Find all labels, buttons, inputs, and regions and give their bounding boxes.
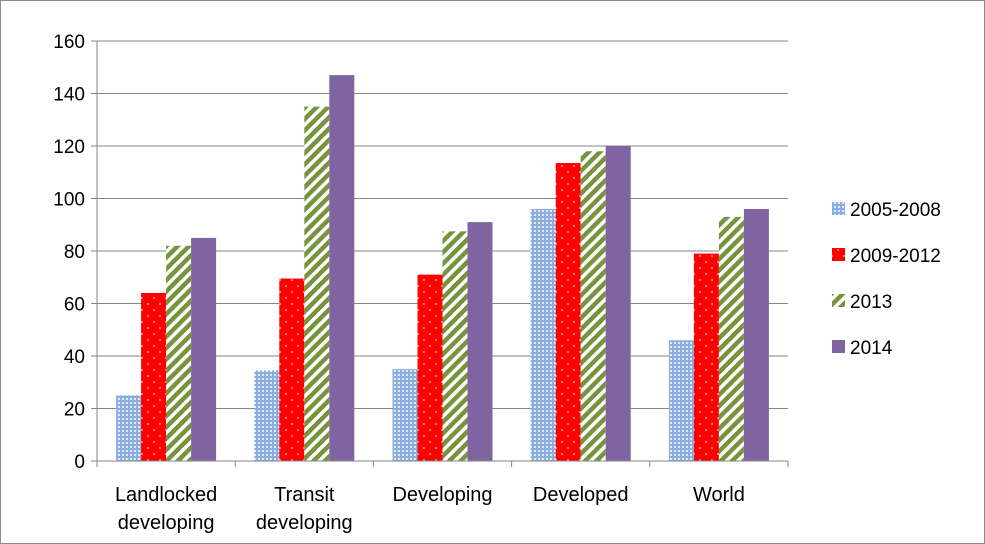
- x-category-label: Landlocked: [115, 484, 217, 506]
- bar-2013-4: [718, 216, 744, 461]
- legend-label: 2005-2008: [850, 200, 941, 221]
- y-tick-label: 120: [53, 137, 85, 158]
- legend-label: 2013: [850, 292, 892, 313]
- bar-2014-2: [467, 222, 493, 461]
- y-tick-label: 160: [53, 32, 85, 53]
- tick-labels: 0 20 40 60 80 100 120 140 160 Landlocked developin…: [53, 32, 745, 534]
- bar-2013-1: [304, 106, 330, 461]
- bar-2009-2012-2: [417, 274, 443, 461]
- legend-swatch-2014: [832, 340, 845, 353]
- bar-2009-2012-0: [141, 293, 167, 461]
- bar-2005-2008-0: [116, 395, 142, 461]
- legend-swatch-2009-2012: [832, 248, 845, 261]
- bar-2005-2008-3: [530, 209, 556, 461]
- bar-2013-2: [442, 231, 468, 461]
- bar-2005-2008-2: [392, 369, 418, 461]
- legend-swatch-2005-2008: [832, 202, 845, 215]
- bar-2014-1: [329, 75, 355, 461]
- x-category-label: Developed: [533, 484, 629, 506]
- y-tick-label: 0: [74, 452, 85, 473]
- axes: [91, 40, 789, 467]
- x-category-label: World: [693, 484, 745, 506]
- legend-swatch-2013: [832, 294, 845, 307]
- bar-2005-2008-1: [254, 370, 280, 461]
- bar-2009-2012-3: [555, 163, 581, 461]
- x-category-label: Transit: [274, 484, 335, 506]
- bar-2014-4: [743, 209, 769, 461]
- bar-2009-2012-4: [693, 253, 719, 461]
- x-category-label: Developing: [392, 484, 492, 506]
- legend-label: 2014: [850, 338, 893, 359]
- bar-2014-0: [191, 237, 217, 461]
- bars: [116, 75, 769, 461]
- y-tick-label: 80: [64, 242, 85, 263]
- bar-2009-2012-1: [279, 278, 305, 461]
- y-tick-label: 60: [64, 295, 85, 316]
- x-category-label: developing: [118, 512, 215, 534]
- legend: 2005-2008 2009-2012 2013 2014: [832, 200, 941, 359]
- y-tick-label: 20: [64, 400, 85, 421]
- legend-label: 2009-2012: [850, 246, 941, 267]
- bar-2013-0: [166, 245, 192, 461]
- bar-2014-3: [605, 146, 631, 461]
- y-tick-label: 100: [53, 190, 85, 211]
- x-category-label: developing: [256, 512, 353, 534]
- bar-2005-2008-4: [668, 340, 694, 461]
- bar-2013-3: [580, 151, 606, 461]
- y-tick-label: 140: [53, 85, 85, 106]
- y-tick-label: 40: [64, 347, 85, 368]
